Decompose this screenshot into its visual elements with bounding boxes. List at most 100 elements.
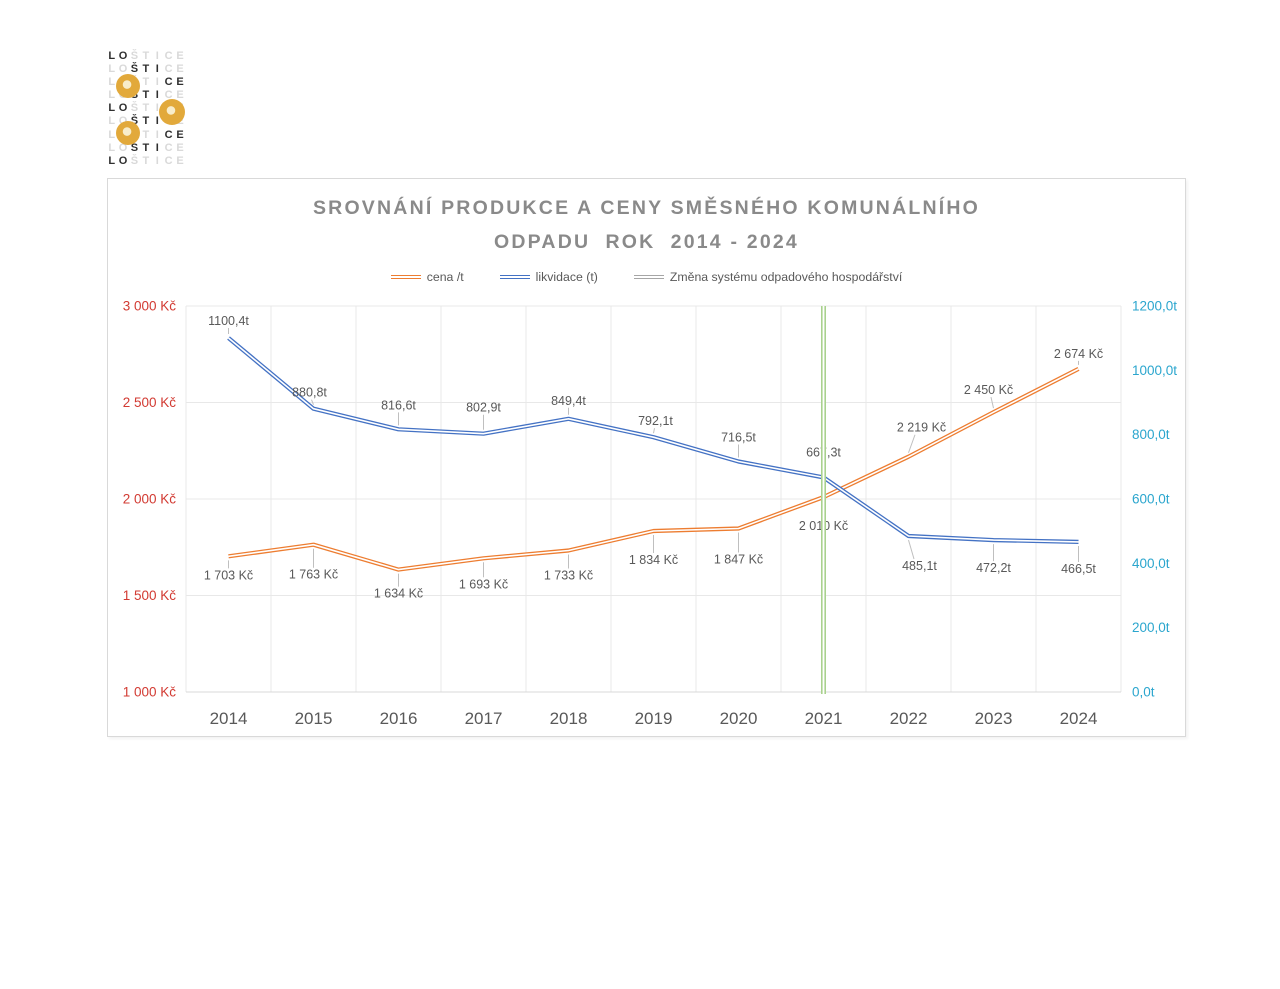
x-axis-year-label: 2015 bbox=[295, 709, 333, 728]
legend-swatch-cena bbox=[390, 275, 421, 279]
logo-letter: I bbox=[155, 102, 159, 115]
logo-letter: I bbox=[155, 50, 159, 62]
logo-letter: O bbox=[118, 141, 128, 154]
left-axis-tick-label: 1 000 Kč bbox=[123, 685, 177, 700]
chart-title-line2: ODPADU ROK 2014 - 2024 bbox=[494, 231, 799, 253]
data-label: 792,1t bbox=[638, 414, 673, 428]
logo-letter: E bbox=[176, 128, 184, 141]
cheese-donut-icon bbox=[116, 121, 140, 145]
left-axis-tick-label: 3 000 Kč bbox=[123, 299, 177, 314]
x-axis-year-label: 2016 bbox=[380, 709, 418, 728]
x-axis-year-label: 2024 bbox=[1060, 709, 1098, 728]
logo-letter: L bbox=[108, 115, 116, 128]
chart-title-line1: SROVNÁNÍ PRODUKCE A CENY SMĚSNÉHO KOMUNÁ… bbox=[312, 197, 981, 219]
chart-title: SROVNÁNÍ PRODUKCE A CENY SMĚSNÉHO KOMUNÁ… bbox=[108, 191, 1185, 259]
right-axis-tick-label: 1200,0t bbox=[1132, 299, 1177, 314]
right-axis-tick-label: 0,0t bbox=[1132, 685, 1155, 700]
logo-letter: T bbox=[142, 102, 150, 115]
right-axis-tick-label: 200,0t bbox=[1132, 620, 1170, 635]
logo-letter: T bbox=[142, 115, 150, 128]
legend-label-likvidace: likvidace (t) bbox=[535, 270, 598, 284]
logo-letter: I bbox=[155, 63, 159, 76]
logo-letter: I bbox=[155, 89, 159, 102]
legend-label-system-change: Změna systému odpadového hospodářství bbox=[669, 270, 903, 284]
cheese-donut-icon bbox=[116, 74, 140, 98]
right-axis-tick-label: 1000,0t bbox=[1132, 363, 1177, 378]
data-label: 1 693 Kč bbox=[459, 577, 508, 591]
logo-letter: C bbox=[164, 50, 173, 62]
data-label: 485,1t bbox=[902, 559, 937, 573]
logo-letter: E bbox=[176, 89, 184, 102]
data-label: 880,8t bbox=[292, 386, 327, 400]
logo-letter: L bbox=[108, 154, 116, 167]
logo-letter: L bbox=[108, 141, 116, 154]
x-axis-year-label: 2022 bbox=[890, 709, 928, 728]
data-label: 716,5t bbox=[721, 431, 756, 445]
x-axis-year-label: 2019 bbox=[635, 709, 673, 728]
logo-letter: Š bbox=[130, 102, 139, 115]
chart-container: 3 000 Kč 2 500 Kč 2 000 Kč 1 500 Kč 1 000 Kč… bbox=[107, 178, 1186, 737]
left-axis-tick-label: 1 500 Kč bbox=[123, 588, 177, 603]
logo-letter: E bbox=[176, 141, 184, 154]
cena-line-inner bbox=[228, 368, 1079, 571]
right-axis-tick-label: 400,0t bbox=[1132, 556, 1170, 571]
x-axis-year-label: 2018 bbox=[550, 709, 588, 728]
logo-letter: C bbox=[164, 63, 173, 76]
logo-letter: E bbox=[176, 63, 184, 76]
logo-letter: O bbox=[118, 154, 128, 167]
x-axis-year-label: 2023 bbox=[975, 709, 1013, 728]
right-axis-tick-label: 600,0t bbox=[1132, 492, 1170, 507]
logo-letter: I bbox=[155, 115, 159, 128]
logo-letter: E bbox=[176, 154, 184, 167]
left-axis-tick-label: 2 500 Kč bbox=[123, 395, 177, 410]
logo-letter: O bbox=[118, 50, 128, 62]
data-label: 1 763 Kč bbox=[289, 568, 338, 582]
data-label: 1 703 Kč bbox=[204, 568, 253, 582]
logo-letter: T bbox=[142, 50, 150, 62]
data-label: 849,4t bbox=[551, 394, 586, 408]
right-axis-tick-label: 800,0t bbox=[1132, 427, 1170, 442]
data-label-leader bbox=[908, 434, 916, 453]
logo-letter: L bbox=[108, 128, 116, 141]
x-axis-year-label: 2021 bbox=[805, 709, 843, 728]
data-label: 1100,4t bbox=[208, 314, 249, 328]
data-label-leader bbox=[908, 539, 915, 560]
logo-letter: Š bbox=[130, 115, 139, 128]
chart-plot: 3 000 Kč 2 500 Kč 2 000 Kč 1 500 Kč 1 000 Kč… bbox=[123, 299, 1178, 729]
left-axis-tick-label: 2 000 Kč bbox=[123, 492, 177, 507]
logo-letter: L bbox=[108, 63, 116, 76]
data-label: 2 674 Kč bbox=[1054, 347, 1103, 361]
lostice-logo: LOŠTICELOŠTICELOŠTICELOŠTICELOŠTICELOŠTI… bbox=[106, 48, 188, 168]
legend-swatch-likvidace bbox=[499, 275, 530, 279]
logo-letter: Š bbox=[130, 154, 139, 167]
data-label-leader bbox=[990, 397, 994, 409]
logo-letter: Š bbox=[130, 141, 139, 154]
legend-swatch-system-change bbox=[633, 275, 664, 279]
logo-letter: Š bbox=[130, 63, 139, 76]
logo-letter: T bbox=[142, 63, 150, 76]
data-label: 2 450 Kč bbox=[964, 383, 1013, 397]
logo-letter: I bbox=[155, 128, 159, 141]
logo-letter: T bbox=[142, 128, 150, 141]
legend-label-cena: cena /t bbox=[426, 270, 464, 284]
x-axis-year-label: 2017 bbox=[465, 709, 503, 728]
data-label: 1 733 Kč bbox=[544, 569, 593, 583]
logo-letter: I bbox=[155, 76, 159, 89]
data-label: 472,2t bbox=[976, 561, 1011, 575]
data-label: 1 834 Kč bbox=[629, 553, 678, 567]
data-label: 2 219 Kč bbox=[897, 421, 946, 435]
data-label-leader bbox=[311, 399, 314, 405]
logo-letter: T bbox=[142, 141, 150, 154]
logo-letter: L bbox=[108, 76, 116, 89]
data-label: 1 847 Kč bbox=[714, 553, 763, 567]
logo-letter: E bbox=[176, 50, 184, 62]
likvidace-line-inner bbox=[227, 337, 1079, 543]
legend-item-likvidace: likvidace (t) bbox=[499, 270, 598, 284]
logo-letter: C bbox=[164, 154, 173, 167]
data-label: 816,6t bbox=[381, 398, 416, 412]
logo-letter: T bbox=[142, 154, 150, 167]
